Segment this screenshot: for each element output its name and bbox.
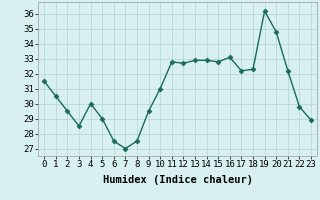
X-axis label: Humidex (Indice chaleur): Humidex (Indice chaleur) <box>103 175 252 185</box>
